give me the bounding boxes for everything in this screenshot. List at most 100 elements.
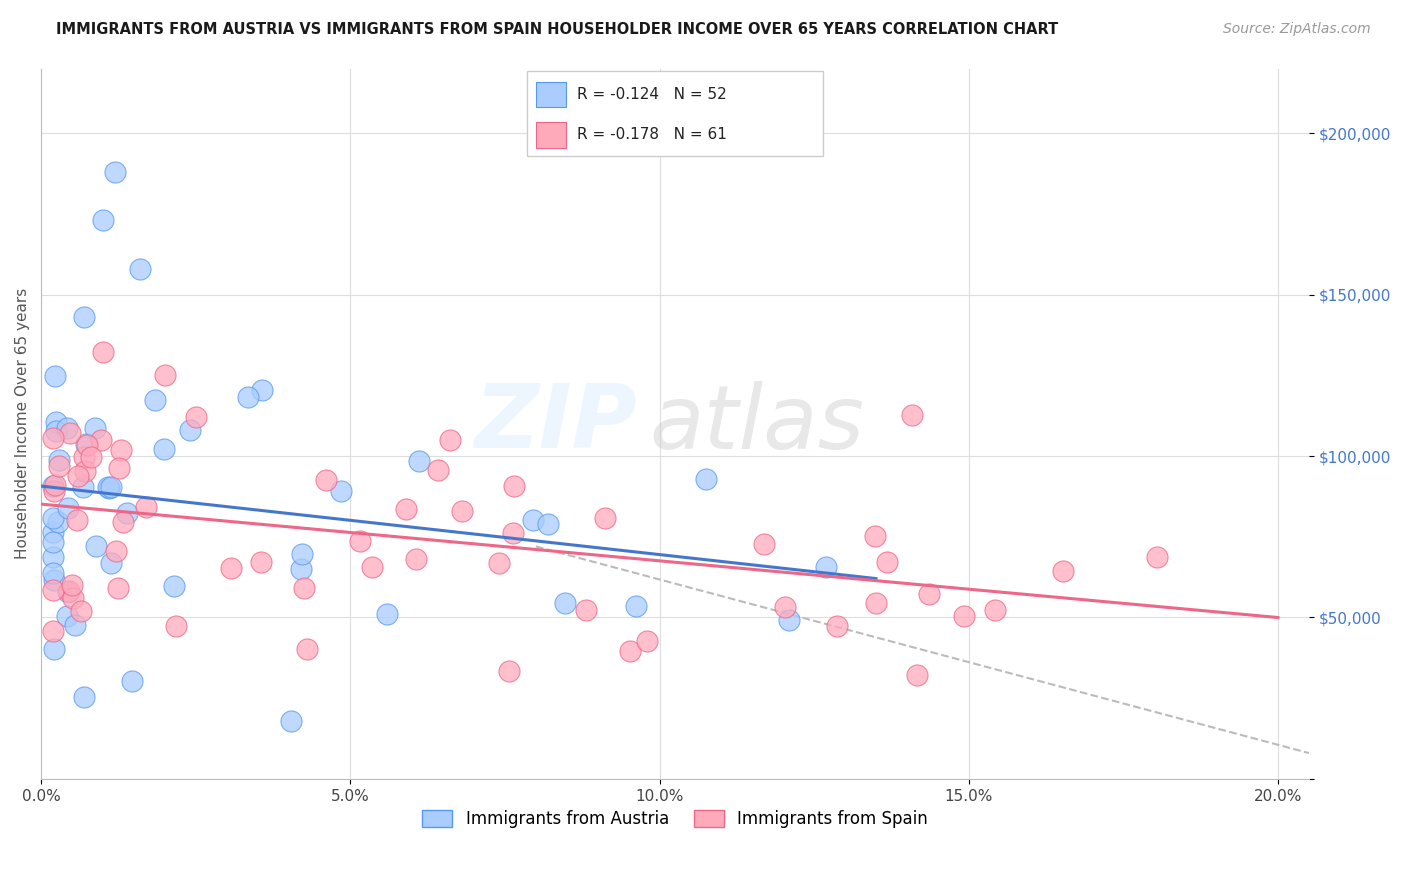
Text: atlas: atlas [650, 381, 865, 467]
Point [60, 578, 83, 592]
Point [408, 454, 430, 468]
Point [86, 540, 108, 554]
Point [98, 482, 121, 496]
Point [427, 463, 450, 477]
Point [775, 599, 797, 614]
Point [1052, 564, 1074, 578]
Point [280, 714, 302, 728]
Point [104, 165, 127, 179]
Point [395, 502, 418, 516]
Point [100, 480, 122, 494]
Point [66, 513, 89, 527]
Point [42, 535, 65, 549]
Point [44, 369, 66, 384]
Point [901, 408, 924, 422]
Point [315, 473, 337, 487]
Point [918, 587, 941, 601]
Point [42, 511, 65, 525]
Point [55, 609, 77, 624]
Point [349, 533, 371, 548]
Point [63, 618, 86, 632]
Point [865, 596, 887, 610]
Point [129, 261, 152, 276]
Point [62, 591, 84, 605]
Point [575, 603, 598, 617]
Point [778, 613, 800, 627]
Point [73, 450, 96, 464]
Legend: Immigrants from Austria, Immigrants from Spain: Immigrants from Austria, Immigrants from… [416, 803, 935, 835]
Point [90, 434, 112, 448]
Point [111, 516, 134, 530]
Point [143, 393, 166, 408]
Point [250, 383, 273, 397]
Point [375, 607, 398, 622]
Point [70, 604, 93, 618]
Point [219, 561, 242, 575]
Point [984, 603, 1007, 617]
Point [179, 423, 201, 437]
Point [42, 624, 65, 638]
Point [46, 515, 69, 529]
Text: ZIP: ZIP [474, 380, 637, 467]
Point [450, 504, 472, 518]
Point [72, 480, 94, 494]
Point [292, 581, 315, 595]
Point [104, 544, 127, 558]
Point [56, 585, 79, 599]
Point [165, 619, 187, 633]
Point [626, 599, 648, 614]
Point [73, 310, 96, 325]
Bar [536, 81, 565, 107]
Point [498, 664, 520, 678]
Point [42, 431, 65, 445]
Point [56, 501, 79, 516]
Point [58, 584, 80, 599]
Point [42, 549, 65, 564]
Point [108, 460, 131, 475]
Point [121, 673, 143, 688]
Point [291, 548, 314, 562]
Point [636, 634, 658, 648]
Point [502, 478, 524, 492]
Text: IMMIGRANTS FROM AUSTRIA VS IMMIGRANTS FROM SPAIN HOUSEHOLDER INCOME OVER 65 YEAR: IMMIGRANTS FROM AUSTRIA VS IMMIGRANTS FR… [56, 22, 1059, 37]
Point [55, 421, 77, 435]
Y-axis label: Householder Income Over 65 years: Householder Income Over 65 years [15, 288, 30, 559]
Point [91, 213, 114, 227]
Point [42, 479, 65, 493]
Point [537, 517, 560, 532]
Point [290, 562, 312, 576]
Point [73, 690, 96, 705]
Point [502, 526, 524, 541]
Point [752, 537, 775, 551]
Point [45, 424, 67, 438]
Point [67, 468, 90, 483]
Point [876, 555, 898, 569]
Text: R = -0.124   N = 52: R = -0.124 N = 52 [578, 87, 727, 102]
Point [100, 556, 122, 570]
Point [863, 529, 886, 543]
Text: Source: ZipAtlas.com: Source: ZipAtlas.com [1223, 22, 1371, 37]
Point [97, 480, 120, 494]
Point [361, 560, 384, 574]
Point [695, 472, 717, 486]
Point [110, 442, 132, 457]
Point [825, 619, 848, 633]
Point [42, 524, 65, 539]
Point [152, 442, 174, 457]
Point [45, 415, 67, 429]
Point [295, 642, 318, 657]
Point [905, 668, 928, 682]
Point [42, 566, 65, 581]
Point [153, 368, 176, 383]
Point [115, 506, 138, 520]
Point [330, 484, 353, 499]
Point [439, 434, 461, 448]
Point [953, 609, 976, 624]
Point [75, 437, 97, 451]
Point [42, 483, 65, 498]
Point [815, 559, 838, 574]
Point [522, 513, 544, 527]
Point [405, 551, 427, 566]
FancyBboxPatch shape [527, 71, 823, 156]
Point [593, 511, 616, 525]
